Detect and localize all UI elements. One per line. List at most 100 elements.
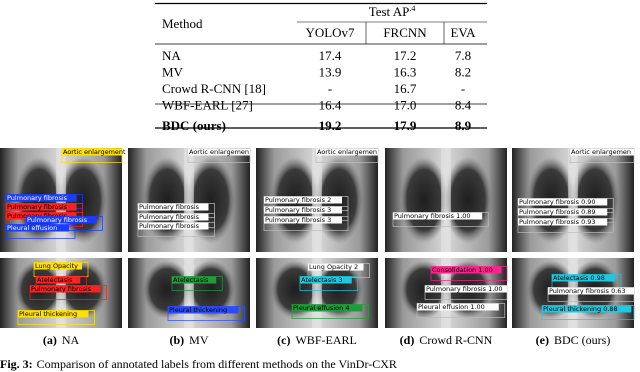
label-background xyxy=(188,148,250,156)
xray-lung xyxy=(443,156,493,244)
panel-caption: (c) WBF-EARL xyxy=(277,333,357,347)
bbox-label: Pleural thickening xyxy=(169,306,227,314)
label-background xyxy=(308,263,364,271)
table-cell: Crowd R-CNN [18] xyxy=(162,81,266,96)
xray-lung xyxy=(142,156,192,244)
bbox-label: Lung Opacity 2 xyxy=(309,263,358,271)
label-background xyxy=(168,306,239,314)
bbox-label: Pulmonary fibrosis 2 xyxy=(265,196,331,204)
table-cell: NA xyxy=(162,48,181,63)
xray-spine xyxy=(184,258,194,328)
table-cell: 19.2 xyxy=(319,118,342,133)
table-cell: 8.9 xyxy=(455,118,472,133)
label-background xyxy=(518,218,608,226)
xray-spine xyxy=(441,148,451,252)
results-table: Test AP.4 Method YOLOv7 FRCNN EVA NA 17.4 17.2 7… xyxy=(155,2,487,133)
bbox-label: Atelectasis 3 xyxy=(301,276,343,284)
panel-name: WBF-EARL xyxy=(295,333,356,347)
panel-name: NA xyxy=(62,333,80,347)
table-cell: 17.9 xyxy=(394,118,417,133)
label-background xyxy=(552,274,615,282)
panel-letter: (c) xyxy=(277,333,290,347)
label-background xyxy=(393,212,483,220)
table-cell: MV xyxy=(162,65,184,80)
label-background xyxy=(138,203,209,211)
table-cell: 16.4 xyxy=(319,98,342,113)
panel-name: Crowd R-CNN xyxy=(419,333,492,347)
panel-letter: (e) xyxy=(536,333,549,347)
xray-spine xyxy=(441,258,451,328)
bbox-label: Pulmonary fibrosis 1.00 xyxy=(426,285,503,293)
column-header: Method xyxy=(162,16,203,31)
label-background xyxy=(18,310,89,318)
label-background xyxy=(570,148,634,156)
label-background xyxy=(6,194,77,202)
bbox-label: Pulmonary fibrosis 0.93 xyxy=(519,218,596,226)
table-cell: 17.2 xyxy=(394,48,417,63)
panel-caption: (a) NA xyxy=(43,333,80,347)
table-cell: 7.8 xyxy=(455,48,471,63)
label-background xyxy=(300,276,352,284)
xray-spine xyxy=(184,148,194,252)
caption-text: Comparison of annotated labels from diff… xyxy=(37,357,397,371)
bbox-label: Pleural thickening xyxy=(19,310,77,318)
column-header: EVA xyxy=(450,25,476,40)
label-background xyxy=(431,266,502,274)
bbox-label: Pulmonary fibrosis xyxy=(139,213,200,221)
bbox-label: Pulmonary fibrosis xyxy=(139,203,200,211)
bbox-label: Pulmonary fibrosis xyxy=(7,212,68,220)
xray-lung xyxy=(186,156,236,244)
table-cell: - xyxy=(461,81,465,96)
group-header: Test AP.4 xyxy=(369,4,416,19)
bbox-label: Aortic enlargemen xyxy=(317,148,377,156)
bbox-label: Pulmonary fibrosis xyxy=(7,203,68,211)
xray-lung xyxy=(186,260,236,319)
label-background xyxy=(6,203,77,211)
label-background xyxy=(138,213,209,221)
label-background xyxy=(425,285,507,293)
label-background xyxy=(542,305,632,313)
label-background xyxy=(316,148,378,156)
table-cell: 16.3 xyxy=(394,65,417,80)
bbox-label: Pulmonary fibrosis xyxy=(139,222,200,230)
bbox-label: Pleural effusion 4 xyxy=(293,304,349,312)
xray-lung xyxy=(399,156,449,244)
label-background xyxy=(417,303,499,311)
bbox-label: Pleural effusion xyxy=(7,224,57,232)
label-background xyxy=(62,148,122,156)
label-background xyxy=(518,208,608,216)
panel-name: MV xyxy=(189,333,209,347)
group-header-sup: .4 xyxy=(409,4,415,13)
table-cell: 8.4 xyxy=(455,98,472,113)
bbox-label: Pulmonary fibrosis 0.63 xyxy=(549,287,626,295)
table-cell: 8.2 xyxy=(455,65,471,80)
bbox-label: Pulmonary fibrosis 1.00 xyxy=(394,212,471,220)
bbox-label: Pleural thickening 0.88 xyxy=(543,305,618,313)
figure-caption: Fig. 3: Comparison of annotated labels fr… xyxy=(0,357,397,371)
bbox-label: Pulmonary fibrosis xyxy=(7,194,68,202)
bbox-label: Pulmonary fibrosis 3 xyxy=(265,216,331,224)
label-background xyxy=(6,224,69,232)
table-cell: 16.7 xyxy=(394,81,417,96)
bbox-label: Atelectasis xyxy=(37,276,73,284)
panel-caption: (d) Crowd R-CNN xyxy=(400,333,493,347)
column-header: FRCNN xyxy=(383,25,427,40)
panel-caption: (b) MV xyxy=(169,333,208,347)
panel-letter: (b) xyxy=(169,333,184,347)
bbox-label: Pulmonary fibrosis xyxy=(31,285,92,293)
bbox-label: Atelectasis 0.98 xyxy=(553,274,605,282)
bbox-label: Atelectasis xyxy=(173,276,209,284)
xray-lung xyxy=(142,260,192,319)
panel-name: BDC (ours) xyxy=(554,333,610,347)
xray-spine xyxy=(312,258,322,328)
label-background xyxy=(6,212,77,220)
label-background xyxy=(36,276,81,284)
table-cell: 17.4 xyxy=(319,48,342,63)
label-background xyxy=(518,198,608,206)
bbox-label: Pulmonary fibrosis 0.90 xyxy=(519,198,596,206)
bbox-label: Lung Opacity xyxy=(35,262,78,270)
label-background xyxy=(264,196,342,204)
table-cell: 13.9 xyxy=(319,65,342,80)
panel-caption: (e) BDC (ours) xyxy=(536,333,611,347)
